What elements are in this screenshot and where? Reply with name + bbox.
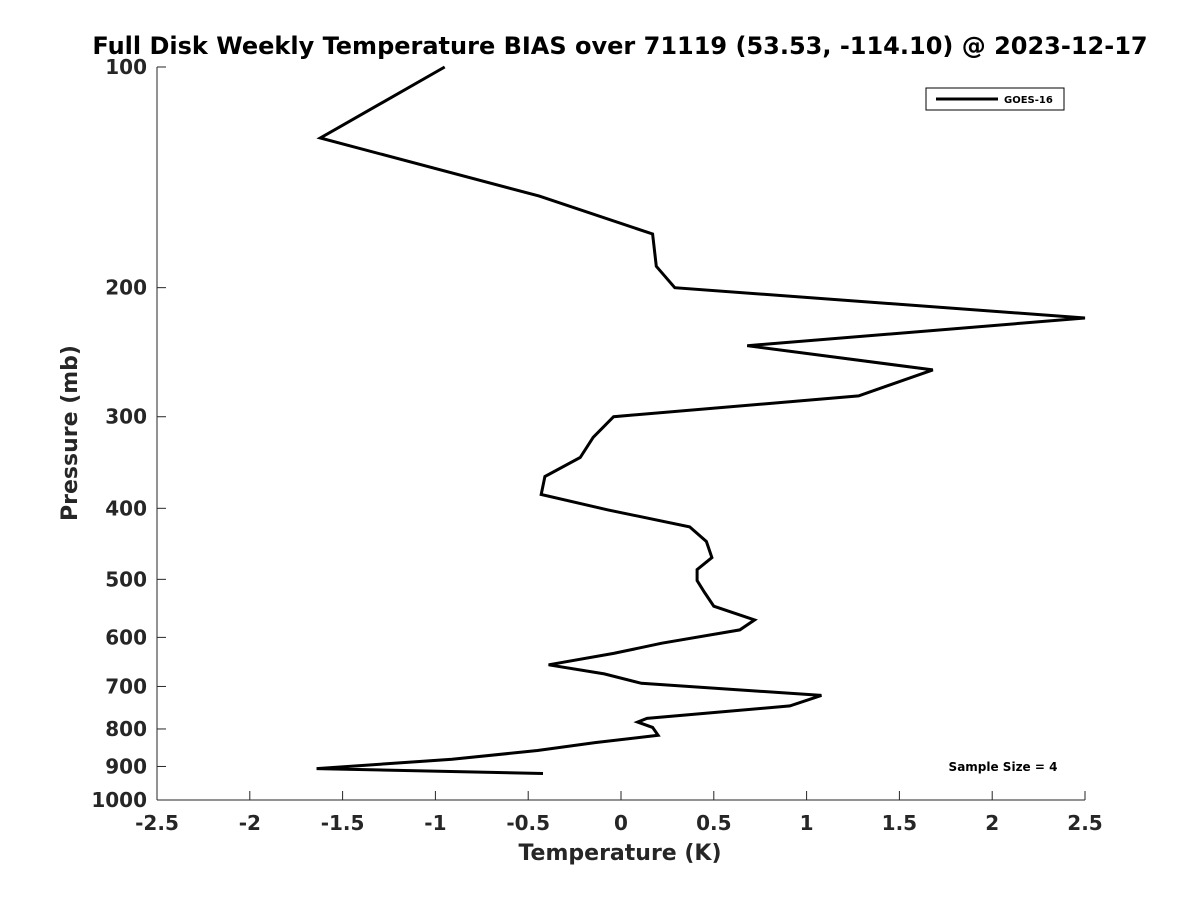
x-tick-label: -1 — [424, 811, 446, 835]
y-tick-label: 100 — [105, 55, 147, 79]
y-axis-ticks: 100 200 300 400 500 600 700 800 900 1000 — [91, 55, 166, 812]
x-tick-label: 2 — [985, 811, 999, 835]
y-tick-label: 800 — [105, 717, 147, 741]
y-axis-label: Pressure (mb) — [58, 345, 83, 521]
legend: GOES-16 — [925, 87, 1065, 111]
sample-size-annotation: Sample Size = 4 — [949, 760, 1058, 774]
y-tick-label: 600 — [105, 625, 147, 649]
y-tick-label: 300 — [105, 405, 147, 429]
x-tick-label: -1.5 — [321, 811, 365, 835]
x-tick-label: -2.5 — [135, 811, 179, 835]
x-tick-label: 0.5 — [696, 811, 731, 835]
x-tick-label: 2.5 — [1067, 811, 1102, 835]
x-tick-label: 1 — [800, 811, 814, 835]
y-tick-label: 900 — [105, 754, 147, 778]
x-axis-label: Temperature (K) — [518, 841, 721, 866]
series-line-0 — [316, 65, 1086, 775]
y-tick-label: 200 — [105, 276, 147, 300]
y-tick-label: 400 — [105, 496, 147, 520]
y-tick-label: 500 — [105, 567, 147, 591]
x-tick-label: -2 — [239, 811, 261, 835]
series-layer — [316, 65, 1086, 775]
y-tick-label: 1000 — [91, 788, 147, 812]
legend-label: GOES-16 — [1004, 95, 1053, 106]
x-axis-ticks: -2.5 -2 -1.5 -1 -0.5 0 0.5 1 1.5 2 2.5 — [135, 791, 1103, 835]
x-tick-label: -0.5 — [506, 811, 550, 835]
x-tick-label: 1.5 — [882, 811, 917, 835]
chart-title: Full Disk Weekly Temperature BIAS over 7… — [92, 32, 1147, 60]
x-tick-label: 0 — [614, 811, 628, 835]
y-tick-label: 700 — [105, 674, 147, 698]
